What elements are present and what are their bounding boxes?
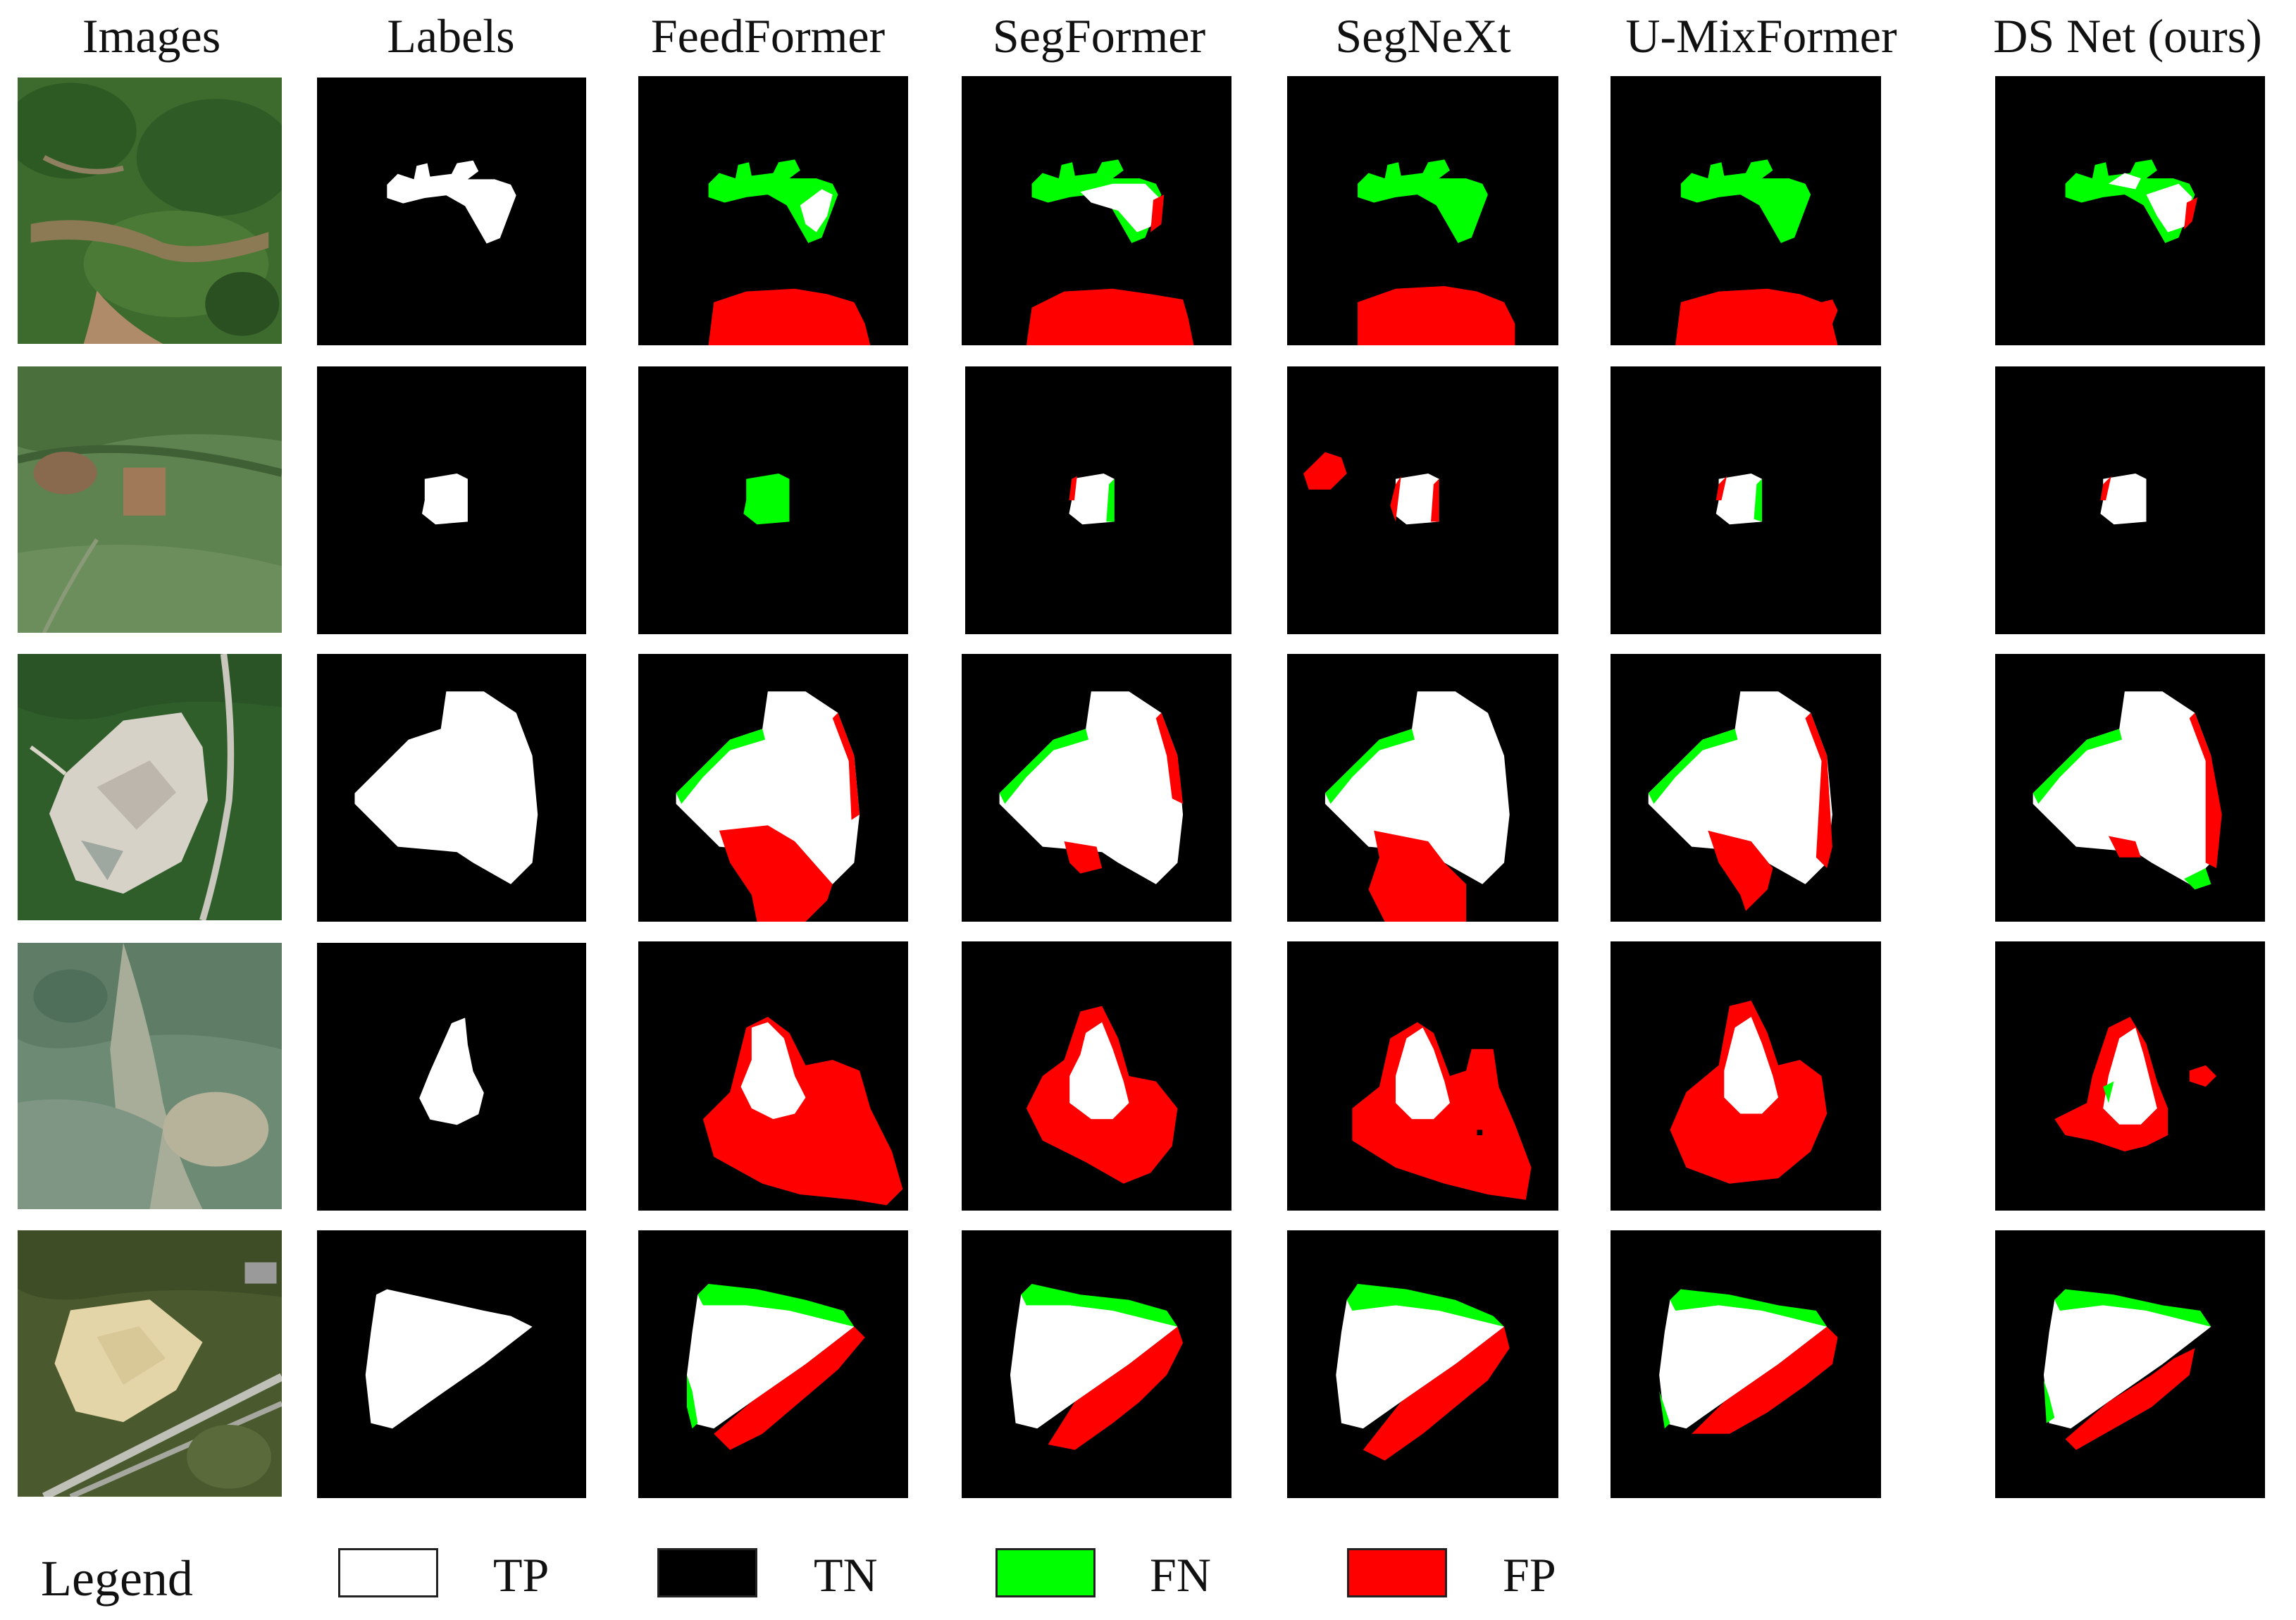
legend-label-tp: TP [493,1548,550,1602]
legend-swatch-tn [657,1548,757,1597]
label-mask-row-3 [317,654,586,922]
prediction-umixformer-row-3 [1611,654,1881,922]
aerial-image-row-3 [18,654,282,920]
prediction-dsnet-row-4 [1995,941,2265,1211]
prediction-feedformer-row-4 [638,941,908,1211]
label-mask-row-1 [317,78,586,345]
column-header-feedformer: FeedFormer [650,9,886,63]
label-mask-row-5 [317,1230,586,1498]
column-header-umixformer: U-MixFormer [1625,9,1897,63]
column-header-images: Images [82,9,221,63]
prediction-segformer-row-4 [962,941,1231,1211]
prediction-segformer-row-3 [962,654,1231,922]
legend-label-fn: FN [1150,1548,1211,1602]
legend-label-fp: FP [1503,1548,1556,1602]
prediction-umixformer-row-4 [1611,941,1881,1211]
legend-label-tn: TN [814,1548,878,1602]
column-header-labels: Labels [387,9,515,63]
prediction-feedformer-row-1 [638,76,908,345]
prediction-segformer-row-2 [965,366,1231,634]
prediction-umixformer-row-5 [1611,1230,1881,1498]
aerial-image-row-2 [18,366,282,633]
prediction-segformer-row-1 [962,76,1231,345]
aerial-image-row-5 [18,1230,282,1497]
prediction-dsnet-row-3 [1995,654,2265,922]
prediction-segnext-row-4 [1287,941,1558,1211]
aerial-image-row-1 [18,78,282,344]
label-mask-row-2 [317,366,586,634]
legend-swatch-fp [1347,1548,1447,1597]
legend-swatch-fn [995,1548,1096,1597]
column-header-segformer: SegFormer [992,9,1206,63]
prediction-feedformer-row-2 [638,366,908,634]
aerial-image-row-4 [18,943,282,1209]
prediction-dsnet-row-1 [1995,76,2265,345]
prediction-segnext-row-2 [1287,366,1558,634]
prediction-segnext-row-1 [1287,76,1558,345]
legend-swatch-tp [338,1548,438,1597]
prediction-feedformer-row-5 [638,1230,908,1498]
column-header-dsnet: DS Net (ours) [1993,9,2262,63]
prediction-segnext-row-3 [1287,654,1558,922]
prediction-dsnet-row-2 [1995,366,2265,634]
label-mask-row-4 [317,943,586,1211]
prediction-dsnet-row-5 [1995,1230,2265,1498]
column-header-segnext: SegNeXt [1335,9,1511,63]
prediction-segnext-row-5 [1287,1230,1558,1498]
prediction-segformer-row-5 [962,1230,1231,1498]
legend-title: Legend [41,1550,193,1607]
prediction-umixformer-row-1 [1611,76,1881,345]
prediction-umixformer-row-2 [1611,366,1881,634]
prediction-feedformer-row-3 [638,654,908,922]
